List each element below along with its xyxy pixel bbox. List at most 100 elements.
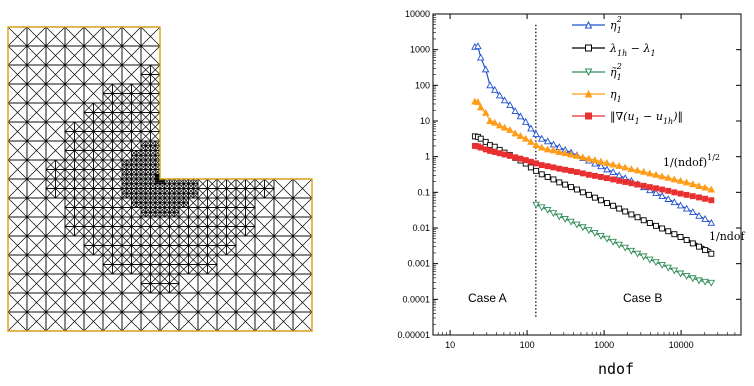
- mesh-cell: [169, 188, 175, 194]
- mesh-cell: [64, 150, 75, 161]
- mesh-cell: [154, 183, 161, 189]
- mesh-cell: [64, 26, 85, 47]
- mesh-cell: [140, 83, 151, 94]
- legend-marker: [584, 68, 593, 77]
- data-point: [550, 176, 557, 183]
- mesh-cell: [7, 235, 28, 256]
- mesh-cell: [178, 264, 189, 275]
- mesh-cell: [131, 159, 137, 166]
- mesh-cell: [140, 74, 151, 85]
- mesh-cell: [150, 131, 161, 142]
- mesh-cell: [197, 188, 208, 199]
- mesh-cell: [150, 164, 156, 170]
- data-point: [610, 202, 617, 209]
- data-point: [527, 137, 535, 145]
- data-point: [486, 81, 494, 89]
- mesh-cell: [126, 159, 132, 166]
- mesh-cell: [102, 45, 123, 66]
- mesh-cell: [112, 150, 123, 161]
- mesh-cell: [273, 311, 294, 332]
- mesh-cell: [254, 311, 275, 332]
- mesh-cell: [74, 131, 85, 142]
- data-point: [616, 205, 623, 212]
- mesh-cell: [102, 93, 113, 104]
- mesh-cell: [26, 83, 47, 104]
- mesh-cell: [135, 159, 142, 166]
- mesh-cell: [145, 140, 151, 147]
- mesh-cell: [140, 207, 147, 213]
- mesh-cell: [273, 273, 294, 294]
- mesh-cell: [102, 235, 113, 246]
- mesh-cell: [197, 254, 208, 265]
- x-tick-label: 10000: [669, 340, 694, 350]
- data-point: [585, 154, 593, 162]
- data-point: [567, 150, 575, 158]
- mesh-cell: [145, 192, 151, 199]
- mesh-cell: [121, 112, 132, 123]
- mesh-cell: [112, 83, 123, 94]
- mesh-cell: [173, 211, 180, 218]
- mesh-cell: [64, 235, 85, 256]
- data-point: [543, 137, 552, 145]
- mesh-cell: [74, 121, 85, 132]
- data-point: [603, 165, 611, 173]
- mesh-cell: [135, 183, 142, 189]
- mesh-cell: [154, 154, 161, 161]
- mesh-cell: [121, 226, 132, 237]
- data-point: [512, 154, 519, 161]
- mesh-cell: [93, 102, 104, 113]
- mesh-cell: [121, 178, 128, 185]
- mesh-cell: [102, 131, 113, 142]
- data-point: [689, 193, 696, 200]
- mesh-cell: [112, 121, 123, 132]
- mesh-cell: [83, 131, 94, 142]
- mesh-cell: [159, 197, 166, 204]
- mesh-cell: [93, 178, 104, 189]
- mesh-cell: [150, 245, 161, 256]
- data-point: [628, 211, 635, 218]
- mesh-cell: [183, 178, 189, 185]
- mesh-cell: [140, 164, 147, 170]
- mesh-cell: [150, 211, 156, 218]
- mesh-cell: [140, 226, 151, 237]
- mesh-cell: [83, 254, 104, 275]
- mesh-cell: [235, 292, 256, 313]
- mesh-cell: [235, 311, 256, 332]
- mesh-cell: [131, 245, 142, 256]
- mesh-cell: [64, 131, 75, 142]
- mesh-cell: [273, 216, 294, 237]
- mesh-cell: [45, 292, 66, 313]
- mesh-cell: [26, 45, 47, 66]
- mesh-cell: [150, 178, 156, 185]
- data-point: [567, 218, 575, 226]
- data-point: [538, 162, 545, 169]
- mesh-cell: [112, 264, 123, 275]
- mesh-cell: [26, 216, 47, 237]
- data-point: [579, 153, 587, 161]
- mesh-cell: [93, 121, 104, 132]
- data-point: [682, 204, 691, 212]
- data-point: [501, 151, 508, 158]
- mesh-cell: [112, 140, 123, 151]
- mesh-cell: [216, 254, 237, 275]
- mesh-cell: [154, 169, 161, 175]
- y-tick-label: 10: [420, 116, 430, 126]
- mesh-cell: [121, 188, 128, 194]
- mesh-cell: [150, 226, 161, 237]
- mesh-cell: [140, 211, 147, 218]
- mesh-cell: [121, 192, 128, 199]
- mesh-cell: [169, 197, 175, 204]
- data-point: [695, 182, 703, 190]
- data-point: [677, 190, 684, 197]
- data-point: [609, 160, 617, 168]
- mesh-cell: [74, 150, 85, 161]
- data-point: [573, 186, 580, 193]
- legend-entry-gradient-error: ‖∇(u1 − u1h)‖: [572, 110, 683, 126]
- mesh-cell: [140, 192, 147, 199]
- mesh-cell: [235, 254, 256, 275]
- mesh-cell: [102, 169, 113, 180]
- mesh-cell: [154, 211, 161, 218]
- data-point: [628, 180, 635, 187]
- mesh-cell: [154, 178, 158, 182]
- mesh-cell: [150, 74, 161, 85]
